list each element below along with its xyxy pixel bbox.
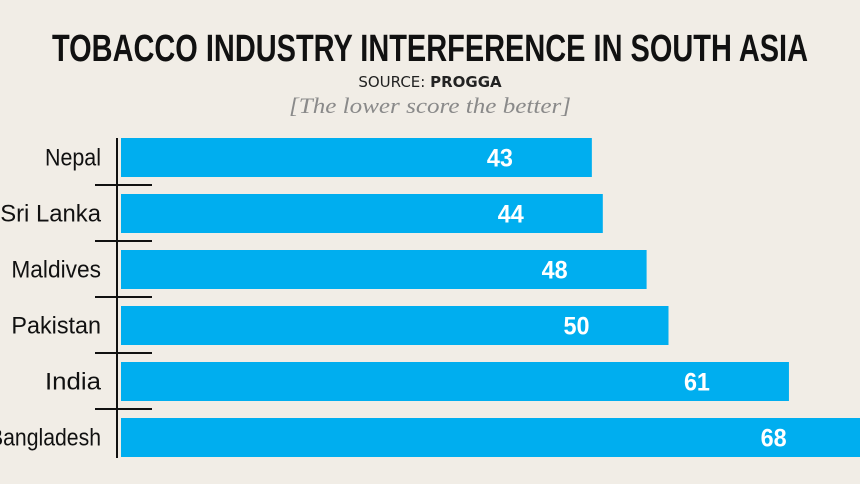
category-label: Maldives: [11, 257, 101, 284]
category-label: India: [45, 369, 102, 396]
value-label: 61: [684, 369, 710, 397]
chart-title: TOBACCO INDUSTRY INTERFERENCE IN SOUTH A…: [52, 28, 808, 70]
bar-bangladesh: [121, 418, 860, 457]
bar-pakistan: [121, 306, 669, 345]
value-label: 50: [564, 313, 590, 341]
category-label: Sri Lanka: [0, 201, 101, 228]
bar-nepal: [121, 138, 592, 177]
bar-india: [121, 362, 789, 401]
bar-sri-lanka: [121, 194, 603, 233]
source-name: PROGGA: [430, 73, 502, 91]
value-label: 68: [761, 425, 787, 453]
category-label: Bangladesh: [0, 425, 101, 452]
value-label: 44: [498, 201, 524, 229]
chart-subtitle: [The lower score the better]: [289, 93, 571, 118]
bar-maldives: [121, 250, 647, 289]
category-label: Pakistan: [11, 313, 101, 340]
source-label: SOURCE:: [358, 73, 425, 91]
chart-source: SOURCE: PROGGA: [358, 73, 502, 91]
value-label: 48: [542, 257, 568, 285]
value-label: 43: [487, 145, 513, 173]
category-label: Nepal: [45, 145, 101, 172]
